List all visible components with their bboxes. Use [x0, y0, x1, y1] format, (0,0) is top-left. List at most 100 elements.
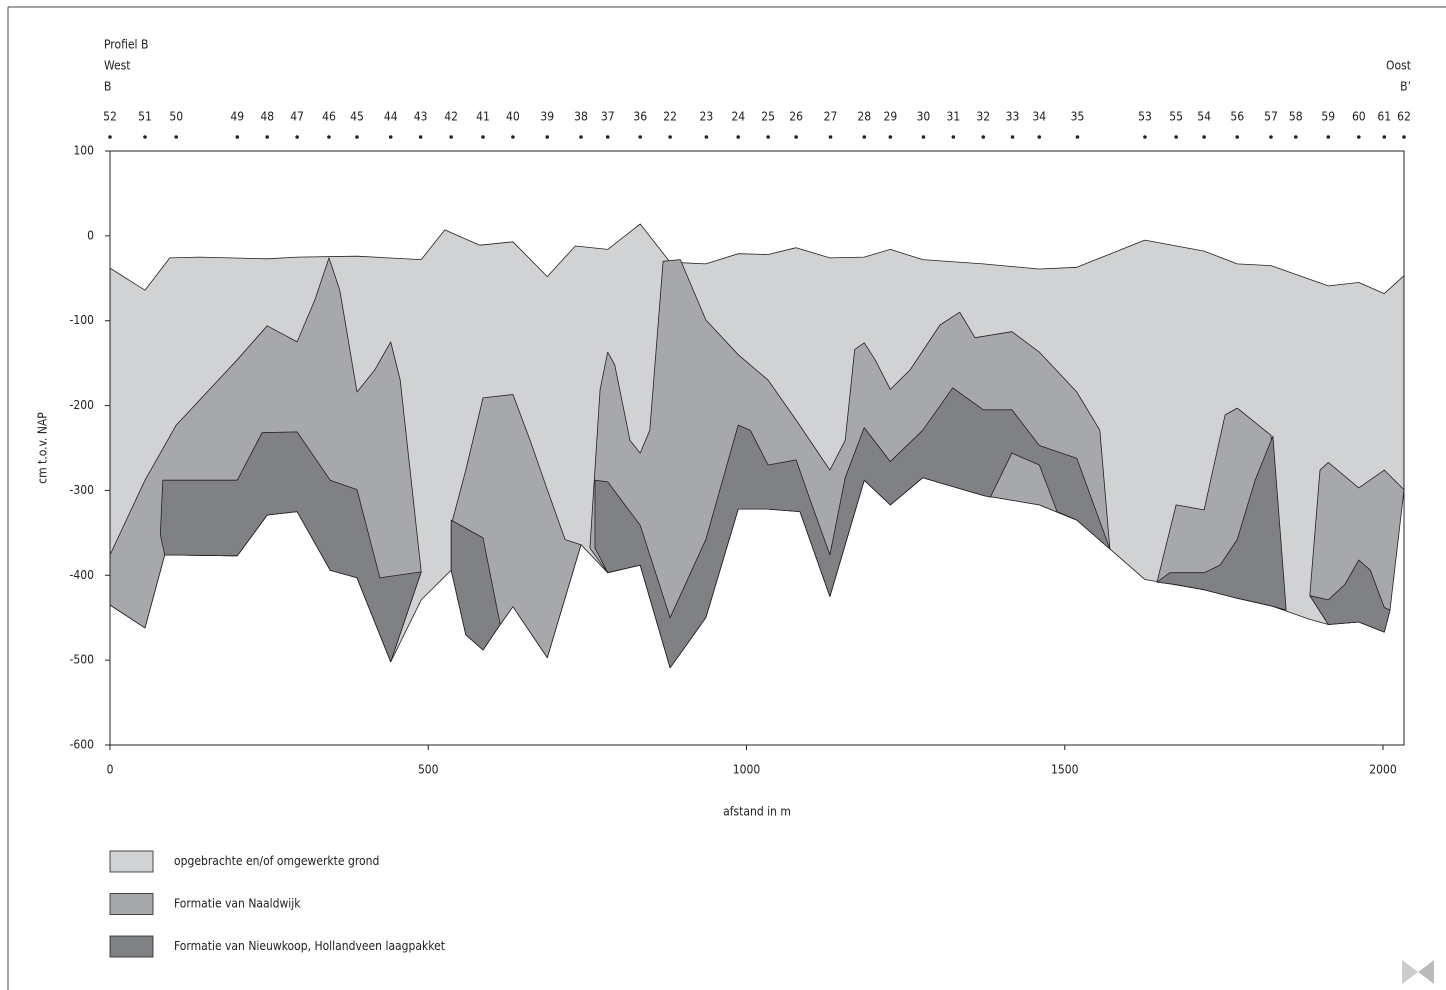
- borehole-label: 38: [574, 110, 588, 124]
- east-point: B’: [1400, 80, 1411, 94]
- borehole-label: 30: [917, 110, 931, 124]
- borehole-label: 22: [663, 110, 677, 124]
- borehole-marker: [265, 135, 270, 139]
- x-tick-label: 1000: [733, 763, 761, 777]
- borehole-label: 26: [789, 110, 803, 124]
- y-tick-label: -200: [70, 398, 95, 412]
- borehole-label: 53: [1138, 110, 1152, 124]
- borehole-label: 44: [384, 110, 398, 124]
- borehole-label: 32: [976, 110, 990, 124]
- profile-title: Profiel B: [104, 38, 148, 52]
- borehole-label: 62: [1397, 110, 1411, 124]
- x-tick-label: 2000: [1369, 763, 1397, 777]
- borehole-marker: [1037, 135, 1042, 139]
- borehole-label: 52: [103, 110, 117, 124]
- borehole-label: 45: [350, 110, 364, 124]
- borehole-marker: [1143, 135, 1147, 139]
- borehole-marker: [1174, 135, 1178, 139]
- borehole-label: 40: [506, 110, 520, 124]
- borehole-label: 47: [290, 110, 304, 124]
- borehole-marker: [1010, 135, 1015, 139]
- legend-label: opgebrachte en/of omgewerkte grond: [174, 854, 379, 868]
- east-label: Oost: [1386, 59, 1411, 73]
- borehole-marker: [511, 135, 515, 139]
- borehole-label: 59: [1321, 110, 1335, 124]
- borehole-label: 37: [601, 110, 615, 124]
- borehole-label: 34: [1032, 110, 1046, 124]
- borehole-marker: [668, 135, 672, 139]
- borehole-marker: [794, 135, 798, 139]
- borehole-marker: [1202, 135, 1206, 139]
- borehole-marker: [174, 135, 178, 139]
- west-label: West: [104, 59, 130, 73]
- legend-swatch: [109, 935, 154, 958]
- borehole-label: 60: [1352, 110, 1366, 124]
- borehole-marker: [579, 135, 583, 139]
- x-tick-label: 1500: [1051, 763, 1079, 777]
- borehole-label: 49: [230, 110, 244, 124]
- borehole-marker: [921, 135, 926, 139]
- y-tick-label: -500: [70, 653, 95, 667]
- borehole-label: 58: [1289, 110, 1303, 124]
- borehole-marker: [418, 135, 423, 139]
- borehole-label: 46: [322, 110, 336, 124]
- borehole-marker: [1382, 135, 1387, 139]
- borehole-marker: [766, 135, 770, 139]
- y-tick-label: -600: [70, 738, 95, 752]
- borehole-marker: [388, 135, 393, 139]
- borehole-label: 39: [540, 110, 554, 124]
- borehole-label: 27: [824, 110, 838, 124]
- borehole-label: 48: [260, 110, 274, 124]
- x-tick-label: 0: [107, 763, 114, 777]
- borehole-marker: [951, 135, 956, 139]
- borehole-label: 35: [1071, 110, 1085, 124]
- borehole-marker: [1293, 135, 1298, 139]
- borehole-label: 54: [1197, 110, 1211, 124]
- borehole-marker: [1326, 135, 1331, 139]
- borehole-marker: [545, 135, 550, 139]
- logo: [1402, 960, 1434, 984]
- borehole-marker: [295, 135, 299, 139]
- borehole-marker: [481, 135, 485, 139]
- borehole-marker: [1269, 135, 1273, 139]
- borehole-label: 50: [169, 110, 183, 124]
- y-tick-label: -100: [70, 313, 95, 327]
- plot-frame: [109, 150, 1405, 746]
- y-tick-label: 100: [73, 144, 94, 158]
- borehole-marker: [605, 135, 610, 139]
- y-tick-label: 0: [87, 228, 94, 242]
- west-point: B: [104, 80, 111, 94]
- borehole-marker: [638, 135, 643, 139]
- borehole-marker: [1235, 135, 1240, 139]
- borehole-marker: [449, 135, 453, 139]
- legend-swatch: [109, 850, 154, 873]
- borehole-label: 56: [1230, 110, 1244, 124]
- legend-swatch: [109, 893, 154, 915]
- borehole-label: 23: [700, 110, 714, 124]
- borehole-marker: [235, 135, 240, 139]
- y-axis-label: cm t.o.v. NAP: [36, 412, 50, 484]
- borehole-marker: [108, 135, 112, 139]
- borehole-marker: [143, 135, 147, 139]
- borehole-label: 42: [444, 110, 458, 124]
- y-tick-label: -300: [70, 483, 95, 497]
- borehole-label: 36: [633, 110, 647, 124]
- borehole-marker: [1357, 135, 1361, 139]
- borehole-marker: [355, 135, 359, 139]
- borehole-label: 31: [946, 110, 960, 124]
- x-axis-label: afstand in m: [723, 805, 791, 819]
- y-tick-label: -400: [70, 568, 95, 582]
- borehole-marker: [981, 135, 986, 139]
- borehole-label: 43: [414, 110, 428, 124]
- legend-label: Formatie van Naaldwijk: [174, 897, 301, 911]
- borehole-marker: [1075, 135, 1080, 139]
- borehole-marker: [828, 135, 833, 139]
- legend-label: Formatie van Nieuwkoop, Hollandveen laag…: [174, 939, 445, 953]
- borehole-marker: [327, 135, 331, 139]
- borehole-label: 61: [1377, 110, 1391, 124]
- borehole-label: 28: [857, 110, 871, 124]
- layer-area: [159, 387, 1391, 669]
- borehole-marker: [704, 135, 709, 139]
